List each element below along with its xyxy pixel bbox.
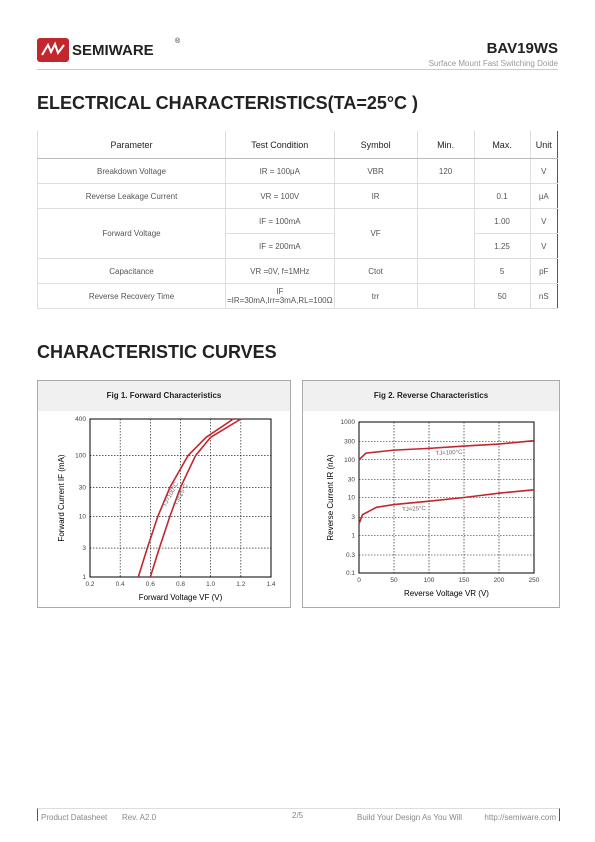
logo-text: SEMIWARE xyxy=(72,42,154,59)
cell: Breakdown Voltage xyxy=(37,158,226,184)
cell xyxy=(416,183,475,209)
cell: pF xyxy=(529,258,558,284)
cell: V xyxy=(529,208,558,234)
cell: Forward Voltage xyxy=(37,208,226,259)
section-title: ELECTRICAL CHARACTERISTICS(TA=25°C ) xyxy=(37,93,419,113)
cell: 1.00 xyxy=(473,208,531,234)
cell: IR = 100μA xyxy=(225,158,335,184)
chart: 0 50 100 150 200 250 0.1 0.3 1 3 10 30 100 300 1000 Rev… xyxy=(326,419,540,598)
y-tick-label: 1000 xyxy=(341,419,356,426)
cell: Capacitance xyxy=(37,258,226,284)
cell: Reverse Leakage Current xyxy=(37,183,226,209)
y-tick-label: 3 xyxy=(351,514,355,521)
cell: IR xyxy=(333,183,418,209)
subtitle: Surface Mount Fast Switching Doide xyxy=(428,59,558,68)
logo-icon xyxy=(37,38,69,62)
y-tick-label: 100 xyxy=(75,453,86,460)
cell: V xyxy=(529,158,558,184)
cell: V xyxy=(529,233,558,259)
x-tick-label: 50 xyxy=(390,577,398,584)
y-tick-label: 1 xyxy=(351,532,355,539)
cell: 5 xyxy=(473,258,531,284)
y-tick-label: 10 xyxy=(348,495,356,502)
x-axis-label: Forward Voltage VF (V) xyxy=(139,593,223,602)
cell: Ctot xyxy=(333,258,418,284)
th: Unit xyxy=(529,131,558,159)
cell: Reverse Recovery Time xyxy=(37,283,226,309)
y-tick-label: 10 xyxy=(79,513,87,520)
cell: 1.25 xyxy=(473,233,531,259)
footer: Product Datasheet Rev. A2.0 2/5 Build Yo… xyxy=(37,808,560,822)
cell: 120 xyxy=(416,158,475,184)
cell: VF xyxy=(333,208,418,259)
y-tick-label: 30 xyxy=(79,484,87,491)
y-tick-label: 3 xyxy=(82,545,86,552)
cell: 50 xyxy=(473,283,531,309)
cell: IF =IR=30mA,Irr=3mA,RL=100Ω xyxy=(225,283,335,309)
cell: μA xyxy=(529,183,558,209)
x-tick-label: 1.0 xyxy=(206,581,215,588)
y-tick-label: 400 xyxy=(75,416,86,423)
cell xyxy=(473,158,531,184)
x-tick-label: 1.4 xyxy=(266,581,275,588)
x-tick-label: 0.8 xyxy=(176,581,185,588)
th: Symbol xyxy=(333,131,418,159)
cell: nS xyxy=(529,283,558,309)
registered: ® xyxy=(175,38,181,45)
cell: trr xyxy=(333,283,418,309)
curve xyxy=(358,488,535,525)
x-tick-label: 0.2 xyxy=(85,581,94,588)
x-axis-label: Reverse Voltage VR (V) xyxy=(404,589,489,598)
x-tick-label: 0.4 xyxy=(116,581,125,588)
y-tick-label: 30 xyxy=(348,476,356,483)
th: Min. xyxy=(416,131,475,159)
figure-title: Fig 1. Forward Characteristics xyxy=(38,381,290,411)
curve xyxy=(137,418,234,578)
th: Max. xyxy=(473,131,531,159)
x-tick-label: 200 xyxy=(494,577,505,584)
cell xyxy=(416,208,475,259)
y-tick-label: 0.1 xyxy=(346,570,355,577)
cell: IF = 200mA xyxy=(225,233,335,259)
x-tick-label: 150 xyxy=(459,577,470,584)
x-tick-label: 250 xyxy=(529,577,540,584)
header-rule xyxy=(37,69,558,70)
x-tick-label: 0.6 xyxy=(146,581,155,588)
spec-table: Parameter Test Condition Symbol Min. Max… xyxy=(37,131,558,309)
th: Parameter xyxy=(37,131,226,159)
y-tick-label: 1 xyxy=(82,574,86,581)
y-tick-label: 0.3 xyxy=(346,552,355,559)
cell: IF = 100mA xyxy=(225,208,335,234)
footer-page: 2/5 xyxy=(292,811,304,820)
series-label: TJ=100°C xyxy=(435,450,463,457)
cell: 0.1 xyxy=(473,183,531,209)
cell: VR = 100V xyxy=(225,183,335,209)
x-tick-label: 100 xyxy=(424,577,435,584)
footer-slogan: Build Your Design As You Will xyxy=(357,813,462,822)
part-number: BAV19WS xyxy=(486,40,558,57)
figure: Fig 1. Forward Characteristics 0.2 0.4 0.6 0… xyxy=(37,380,291,608)
figure: Fig 2. Reverse Characteristics 0 50 100 150 2… xyxy=(302,380,560,608)
cell xyxy=(416,283,475,309)
y-tick-label: 100 xyxy=(344,457,355,464)
section-title: CHARACTERISTIC CURVES xyxy=(37,342,277,362)
th: Test Condition xyxy=(225,131,335,159)
footer-url: http://semiware.com xyxy=(484,813,556,822)
footer-rev: Rev. A2.0 xyxy=(122,813,157,822)
chart: 0.2 0.4 0.6 0.8 1.0 1.2 1.4 1 3 10 30 100 400 Forward… xyxy=(57,416,276,602)
footer-doc: Product Datasheet xyxy=(41,813,108,822)
curve xyxy=(358,439,535,461)
cell: VBR xyxy=(333,158,418,184)
y-tick-label: 300 xyxy=(344,439,355,446)
x-tick-label: 0 xyxy=(357,577,361,584)
curve xyxy=(149,418,242,578)
cell xyxy=(416,258,475,284)
y-axis-label: Reverse Current IR (nA) xyxy=(326,454,335,541)
figure-title: Fig 2. Reverse Characteristics xyxy=(303,381,559,411)
series-label: TJ=25°C xyxy=(402,506,427,513)
x-tick-label: 1.2 xyxy=(236,581,245,588)
y-axis-label: Forward Current IF (mA) xyxy=(57,454,66,541)
cell: VR =0V, f=1MHz xyxy=(225,258,335,284)
